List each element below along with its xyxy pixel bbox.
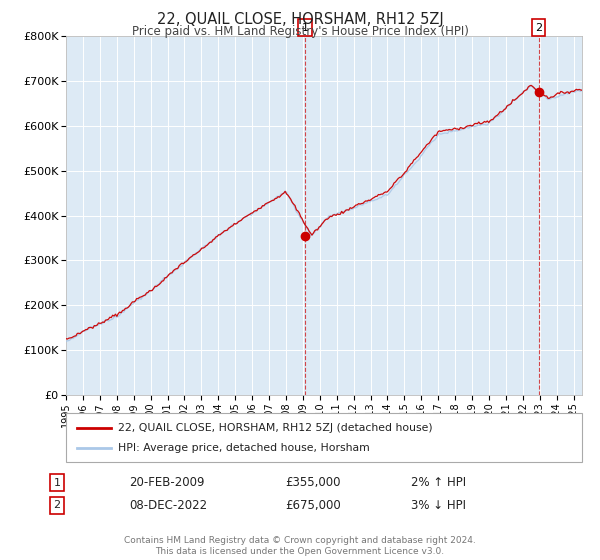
Text: 22, QUAIL CLOSE, HORSHAM, RH12 5ZJ (detached house): 22, QUAIL CLOSE, HORSHAM, RH12 5ZJ (deta… xyxy=(118,423,433,433)
Text: 3% ↓ HPI: 3% ↓ HPI xyxy=(411,498,466,512)
Text: 08-DEC-2022: 08-DEC-2022 xyxy=(129,498,207,512)
Text: Price paid vs. HM Land Registry's House Price Index (HPI): Price paid vs. HM Land Registry's House … xyxy=(131,25,469,38)
Text: £355,000: £355,000 xyxy=(285,476,341,489)
Text: £675,000: £675,000 xyxy=(285,498,341,512)
Text: 1: 1 xyxy=(302,23,308,33)
Text: 2: 2 xyxy=(53,500,61,510)
Text: 22, QUAIL CLOSE, HORSHAM, RH12 5ZJ: 22, QUAIL CLOSE, HORSHAM, RH12 5ZJ xyxy=(157,12,443,27)
Text: 2: 2 xyxy=(535,23,542,33)
Text: Contains HM Land Registry data © Crown copyright and database right 2024.
This d: Contains HM Land Registry data © Crown c… xyxy=(124,536,476,556)
Text: 1: 1 xyxy=(53,478,61,488)
Text: HPI: Average price, detached house, Horsham: HPI: Average price, detached house, Hors… xyxy=(118,444,370,454)
Text: 20-FEB-2009: 20-FEB-2009 xyxy=(129,476,205,489)
Text: 2% ↑ HPI: 2% ↑ HPI xyxy=(411,476,466,489)
